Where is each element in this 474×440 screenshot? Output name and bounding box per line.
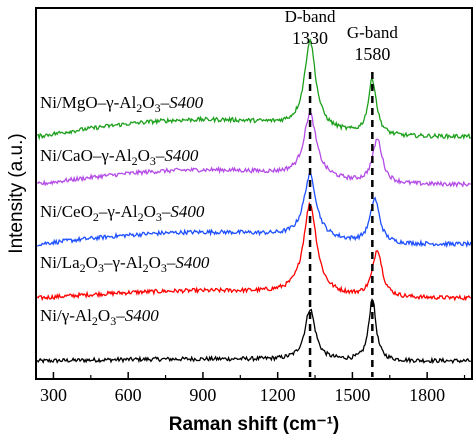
x-tick-label: 1200 [260, 385, 296, 405]
series-line-4 [36, 112, 471, 188]
series-label-4: Ni/CaO–γ-Al2​O3​–S400 [40, 146, 199, 168]
series-label-3: Ni/CeO2​–γ-Al2​O3​–S400 [40, 202, 205, 224]
series-line-1 [36, 298, 471, 365]
x-tick-label: 900 [189, 385, 216, 405]
x-tick-label: 600 [115, 385, 142, 405]
series-labels: Ni/γ-Al2​O3​–S400 Ni/La2​O3​–γ-Al2​O3​–S4… [40, 93, 210, 328]
band-name: G-band [347, 23, 398, 42]
series-line-2 [36, 201, 472, 302]
x-tick-label: 1500 [334, 385, 370, 405]
band-value: 1580 [354, 44, 390, 64]
x-tick-label: 300 [40, 385, 67, 405]
band-name: D-band [285, 7, 336, 26]
band-value: 1330 [292, 28, 328, 48]
x-axis-ticks: 300 600 900 1200 1500 1800 [40, 372, 466, 405]
band-markers: D-band 1330 G-band 1580 [285, 7, 398, 377]
series-label-2: Ni/La2​O3​–γ-Al2​O3​–S400 [40, 253, 210, 275]
x-axis-label: Raman shift (cm⁻¹) [169, 414, 340, 435]
x-tick-label: 1800 [409, 385, 445, 405]
series-line-3 [36, 172, 472, 249]
series-label-1: Ni/γ-Al2​O3​–S400 [40, 306, 159, 328]
y-axis-label: Intensity (a.u.) [6, 133, 27, 253]
series-label-5: Ni/MgO–γ-Al2​O3​–S400 [40, 93, 204, 115]
series-line-5 [37, 38, 472, 141]
plot-frame [35, 7, 473, 380]
series-layer [36, 38, 472, 365]
